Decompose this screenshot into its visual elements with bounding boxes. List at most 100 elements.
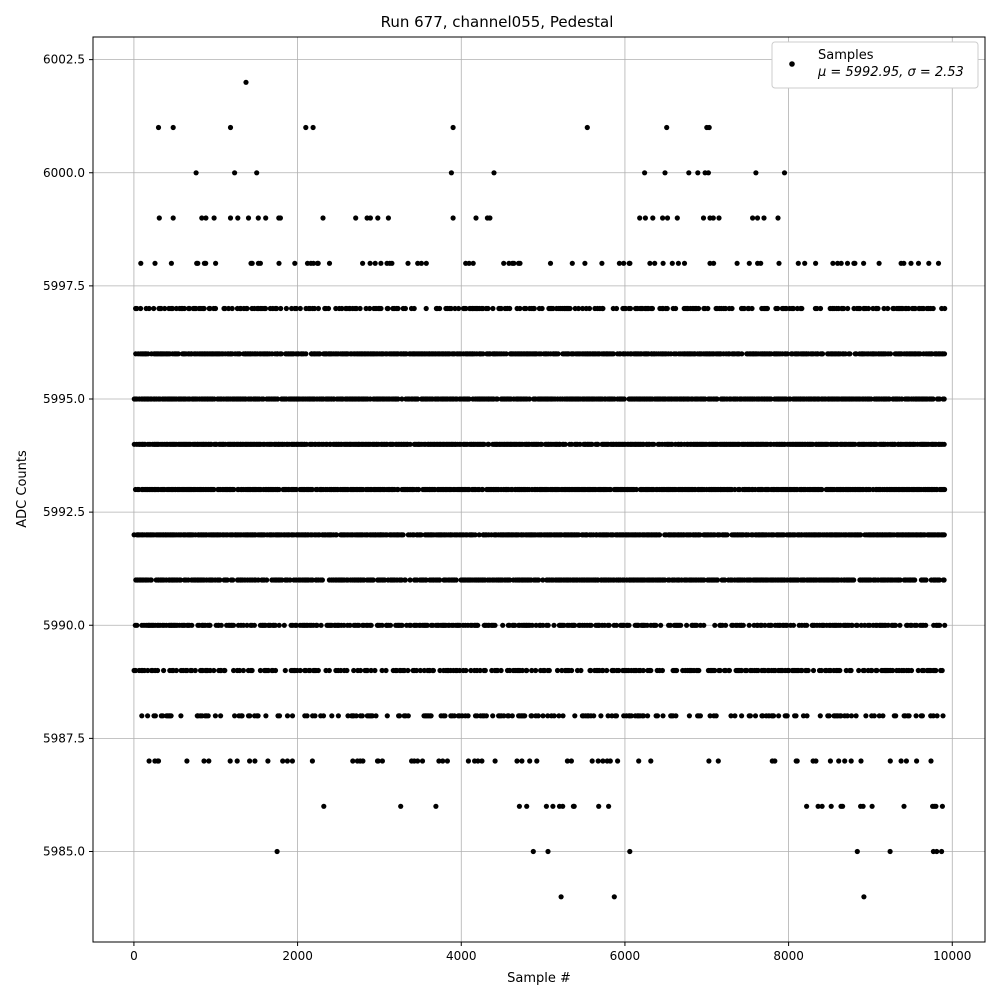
- data-point: [645, 713, 651, 719]
- data-point: [333, 532, 340, 538]
- data-point: [678, 622, 684, 628]
- data-point: [851, 577, 857, 583]
- data-point: [652, 260, 658, 266]
- data-point: [263, 713, 269, 719]
- data-point: [152, 713, 158, 719]
- data-point: [304, 713, 310, 719]
- data-point: [463, 667, 469, 674]
- data-point: [475, 622, 481, 628]
- data-point: [212, 305, 219, 312]
- data-point: [939, 848, 945, 855]
- data-point: [714, 577, 721, 583]
- data-point: [558, 894, 564, 900]
- data-point: [813, 758, 819, 764]
- data-point: [134, 622, 140, 628]
- data-point: [481, 441, 487, 447]
- data-point: [372, 667, 378, 674]
- data-point: [940, 713, 946, 719]
- data-point: [819, 803, 825, 809]
- data-point: [784, 713, 790, 719]
- data-point: [648, 758, 654, 764]
- data-point: [524, 667, 530, 674]
- data-point: [240, 667, 246, 674]
- data-point: [492, 622, 498, 628]
- data-point: [229, 305, 235, 312]
- data-point: [522, 713, 528, 719]
- data-point: [937, 622, 943, 628]
- data-point: [539, 305, 545, 312]
- data-point: [276, 486, 282, 493]
- data-point: [647, 260, 653, 266]
- data-point: [368, 622, 374, 628]
- data-point: [400, 532, 406, 538]
- data-point: [869, 803, 875, 809]
- data-point: [490, 305, 496, 312]
- data-point: [252, 758, 258, 764]
- chart-title: Run 677, channel055, Pedestal: [381, 13, 614, 31]
- data-point: [379, 758, 385, 764]
- data-point: [278, 305, 284, 312]
- data-point: [442, 713, 448, 719]
- data-point: [854, 848, 860, 855]
- data-point: [276, 260, 282, 266]
- data-point: [813, 260, 819, 266]
- data-point: [320, 713, 327, 719]
- data-point: [606, 622, 612, 628]
- data-point: [375, 215, 381, 221]
- data-point: [249, 260, 255, 266]
- data-point: [293, 486, 299, 493]
- data-point: [397, 713, 403, 719]
- data-point: [533, 667, 539, 674]
- data-point: [659, 667, 666, 674]
- data-point: [686, 170, 692, 176]
- data-point: [207, 622, 213, 628]
- data-point: [289, 713, 296, 719]
- data-point: [700, 215, 707, 221]
- data-point: [395, 396, 401, 402]
- x-tick-label: 10000: [933, 949, 971, 963]
- data-point: [453, 577, 459, 583]
- data-point: [480, 486, 486, 493]
- data-point: [640, 667, 646, 674]
- data-point: [227, 124, 234, 131]
- data-point: [524, 803, 530, 809]
- data-point: [145, 713, 151, 719]
- data-point: [898, 758, 904, 764]
- data-point: [184, 758, 190, 764]
- data-point: [235, 215, 241, 221]
- data-point: [903, 758, 910, 764]
- data-point: [660, 260, 666, 266]
- data-point: [275, 396, 281, 402]
- data-point: [740, 622, 746, 628]
- data-point: [569, 667, 575, 674]
- data-point: [939, 667, 945, 674]
- data-point: [257, 260, 263, 266]
- data-point: [761, 215, 767, 221]
- data-point: [514, 758, 520, 764]
- data-point: [284, 758, 290, 764]
- data-point: [547, 260, 554, 266]
- legend: Samples μ = 5992.95, σ = 2.53: [771, 41, 979, 89]
- data-point: [205, 713, 211, 719]
- data-point: [715, 758, 721, 764]
- data-point: [405, 667, 411, 674]
- data-point: [399, 396, 405, 402]
- data-point: [155, 758, 162, 764]
- data-point: [941, 396, 947, 402]
- data-point: [861, 260, 867, 266]
- data-point: [292, 260, 298, 266]
- data-point: [897, 622, 903, 628]
- data-point: [479, 758, 485, 764]
- data-point: [724, 532, 730, 538]
- data-point: [776, 713, 782, 719]
- data-point: [804, 622, 810, 628]
- data-point: [527, 758, 533, 764]
- y-tick-label: 5992.5: [43, 505, 85, 519]
- data-point: [473, 215, 479, 221]
- data-point: [913, 713, 919, 719]
- x-axis-label: Sample #: [507, 971, 571, 986]
- data-point: [637, 215, 643, 221]
- data-point: [705, 305, 711, 312]
- data-point: [321, 803, 327, 809]
- data-point: [845, 305, 851, 312]
